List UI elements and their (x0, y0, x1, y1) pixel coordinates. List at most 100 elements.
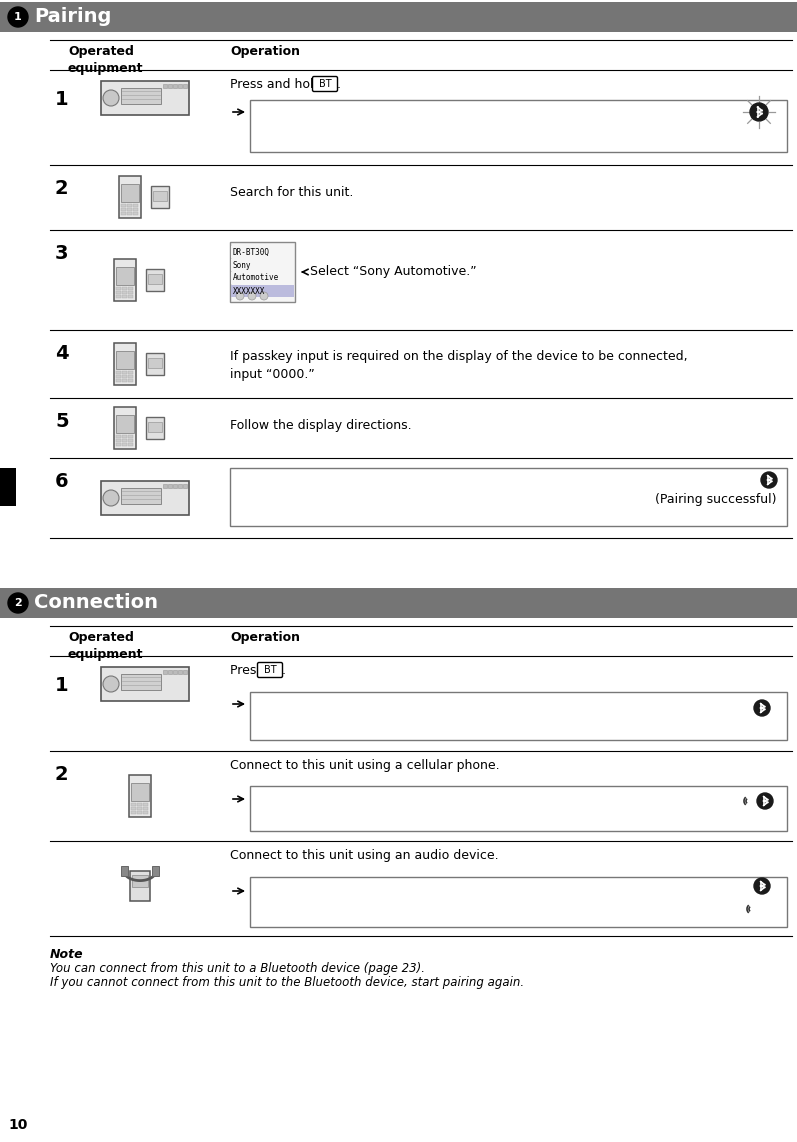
Text: DR-BT30Q: DR-BT30Q (233, 248, 270, 257)
Bar (183, 85, 187, 88)
Text: 1: 1 (14, 13, 22, 22)
Bar (131, 783, 149, 801)
Bar (128, 287, 133, 290)
Bar (122, 371, 127, 373)
Text: .: . (337, 78, 341, 91)
Text: (Pairing successful): (Pairing successful) (655, 493, 777, 507)
Text: Press and hold: Press and hold (230, 78, 325, 91)
Bar (114, 259, 136, 301)
Bar (143, 811, 148, 814)
Bar (0, 468, 16, 506)
Bar (101, 81, 189, 115)
Bar (148, 423, 162, 432)
Circle shape (754, 700, 770, 716)
Text: If passkey input is required on the display of the device to be connected,: If passkey input is required on the disp… (230, 349, 688, 363)
Bar (121, 204, 126, 207)
Bar (163, 670, 167, 674)
Bar (183, 484, 187, 488)
Bar (168, 670, 172, 674)
Bar (131, 803, 136, 806)
Text: Connect to this unit using a cellular phone.: Connect to this unit using a cellular ph… (230, 759, 500, 772)
Bar (231, 246, 294, 258)
Bar (122, 291, 127, 293)
Bar (116, 375, 121, 378)
Bar (173, 484, 177, 488)
Text: Note: Note (50, 948, 84, 962)
Bar (121, 184, 139, 202)
Bar (116, 287, 121, 290)
Text: You can connect from this unit to a Bluetooth device (page 23).: You can connect from this unit to a Blue… (50, 962, 425, 975)
Text: Sony: Sony (233, 260, 252, 270)
Bar (231, 272, 294, 284)
Bar (127, 212, 132, 215)
Circle shape (750, 103, 768, 121)
Bar (137, 803, 142, 806)
Circle shape (754, 878, 770, 894)
Bar (231, 286, 294, 297)
Bar (121, 674, 161, 690)
Bar (119, 176, 141, 218)
Bar (132, 875, 148, 887)
Text: Automotive: Automotive (233, 273, 279, 282)
Bar (116, 267, 134, 286)
Bar (168, 484, 172, 488)
Text: Operation: Operation (230, 45, 300, 58)
Bar (230, 468, 787, 526)
Bar (133, 212, 138, 215)
Bar (143, 807, 148, 810)
Bar (0, 2, 797, 32)
Circle shape (236, 292, 244, 300)
Bar (146, 417, 164, 439)
Text: 10: 10 (8, 1118, 28, 1132)
Text: If you cannot connect from this unit to the Bluetooth device, start pairing agai: If you cannot connect from this unit to … (50, 976, 524, 989)
Bar (146, 270, 164, 291)
Text: Operated
equipment: Operated equipment (68, 45, 143, 75)
Bar (122, 295, 127, 298)
Text: BT: BT (319, 79, 332, 89)
Bar (122, 439, 127, 442)
Bar (121, 212, 126, 215)
Bar (116, 295, 121, 298)
Bar (130, 871, 150, 901)
Bar (127, 208, 132, 211)
FancyBboxPatch shape (257, 662, 282, 677)
Bar (0, 588, 797, 618)
Text: 6: 6 (55, 472, 69, 491)
Bar (137, 811, 142, 814)
Bar (148, 274, 162, 284)
Text: 1: 1 (55, 676, 69, 695)
Bar (121, 88, 161, 104)
Bar (231, 259, 294, 271)
Bar (128, 379, 133, 383)
Text: 4: 4 (55, 344, 69, 363)
Bar (122, 375, 127, 378)
Bar (128, 435, 133, 439)
Text: .: . (282, 664, 286, 677)
Bar (250, 786, 787, 831)
FancyBboxPatch shape (312, 77, 337, 91)
Bar (146, 353, 164, 375)
Bar (128, 375, 133, 378)
Text: Operation: Operation (230, 632, 300, 644)
Bar (128, 371, 133, 373)
Bar (116, 379, 121, 383)
Bar (153, 191, 167, 201)
Bar (178, 484, 182, 488)
Bar (230, 242, 295, 301)
Circle shape (757, 793, 773, 809)
Bar (128, 291, 133, 293)
Bar (129, 775, 151, 817)
Text: 1: 1 (55, 90, 69, 108)
Bar (114, 407, 136, 449)
Bar (152, 866, 159, 876)
Bar (122, 435, 127, 439)
Circle shape (8, 7, 28, 27)
Bar (116, 443, 121, 447)
Text: input “0000.”: input “0000.” (230, 368, 315, 381)
Text: XXXXXXX: XXXXXXX (233, 287, 265, 296)
Bar (121, 488, 161, 504)
Bar (121, 208, 126, 211)
Bar (178, 85, 182, 88)
Bar (131, 811, 136, 814)
Circle shape (103, 490, 119, 506)
